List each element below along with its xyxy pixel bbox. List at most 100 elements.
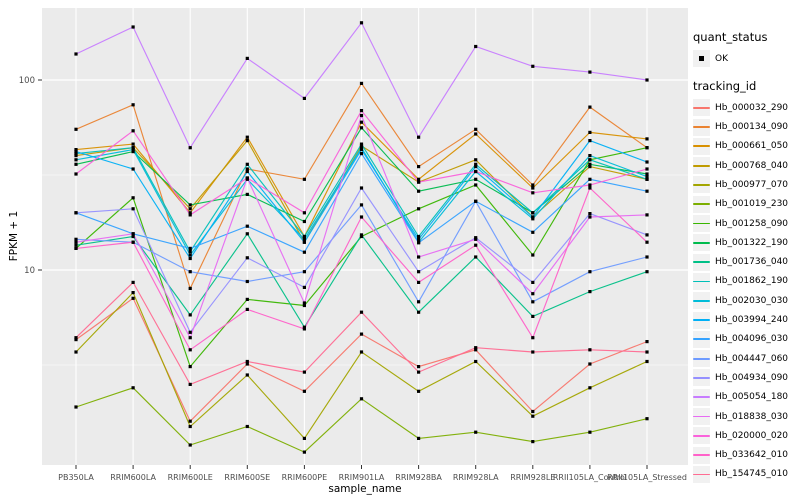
legend-color-line-icon [693,184,710,186]
data-point [302,436,306,440]
data-point [645,255,649,259]
data-point [645,189,649,193]
legend-item: Hb_000768_040 [693,157,799,175]
legend-item: Hb_001862_190 [693,272,799,290]
legend-key-box [693,369,710,387]
data-point [588,212,592,216]
data-point [588,183,592,187]
legend-key-box [693,427,710,445]
data-point [359,21,364,25]
legend-item: Hb_001322_190 [693,234,799,252]
legend-color-line-icon [693,280,710,283]
data-point [417,255,421,259]
data-point [531,280,535,284]
legend-item-label: Hb_002030_030 [715,295,789,306]
data-point [645,175,649,179]
data-point [417,237,421,241]
legend-key-box [693,292,710,310]
data-point [188,382,192,386]
data-point [359,152,364,156]
legend-key-box [693,215,710,233]
data-point [188,270,192,274]
legend-item-label: Hb_005054_180 [715,392,789,403]
data-point [131,196,135,200]
data-point [188,336,192,340]
data-point [645,270,649,274]
data-point [188,146,192,150]
legend-item: Hb_000032_290 [693,99,799,117]
data-point [588,348,592,352]
data-point [131,146,135,150]
data-point [588,430,592,434]
data-point [74,158,78,162]
data-point [531,414,535,418]
data-point [131,291,135,295]
data-point [302,303,306,308]
legend-color-line-icon [693,473,710,476]
chart-panel [42,8,688,465]
legend-item-label: Hb_004447_060 [715,353,789,364]
data-point [645,359,649,364]
data-point [474,165,478,169]
data-point [645,213,649,217]
legend-item: Hb_000977_070 [693,176,799,194]
data-point [359,203,364,207]
data-point [474,158,478,162]
legend-item-label: Hb_001258_090 [715,218,789,229]
data-point [188,207,192,211]
legend-item-label: Hb_000134_090 [715,122,789,133]
data-point [531,300,535,304]
data-point [302,219,306,224]
legend-item: Hb_000661_050 [693,137,799,155]
data-point [359,233,364,237]
data-point [474,169,478,174]
data-point [245,169,249,174]
legend-item: Hb_018838_030 [693,408,799,426]
legend-item-label: Hb_001019_230 [715,199,789,210]
x-tick-label: RRIM928LE [510,473,555,482]
data-point [74,172,78,176]
data-point [74,162,78,166]
data-point [131,232,135,236]
data-point [531,215,535,219]
data-point [131,103,135,107]
data-point [359,126,364,130]
data-point [417,365,421,369]
legend-key-box [693,195,710,213]
data-point [188,313,192,317]
legend-spacer [693,69,799,79]
data-point [531,409,535,414]
data-point [359,148,364,152]
data-point [245,424,249,429]
data-point [302,370,306,374]
data-point [74,154,78,158]
data-point [359,109,364,113]
legend-item: Hb_154745_010 [693,465,799,483]
data-point [417,280,421,284]
legend-item: Hb_033642_010 [693,446,799,464]
data-point [131,296,135,300]
data-point [474,127,478,131]
legend-key-box [693,50,710,67]
data-point [531,253,535,257]
data-point [359,146,364,150]
legend-key-box [693,311,710,329]
data-point [245,279,249,284]
legend-item-label: Hb_000977_070 [715,179,789,190]
data-point [417,270,421,274]
data-point [531,211,535,215]
data-point [474,348,478,352]
data-point [588,154,592,158]
data-point [74,237,78,241]
data-point [531,64,535,68]
data-point [131,129,135,133]
data-point [302,325,306,329]
data-point [74,336,78,340]
data-point [417,300,421,304]
data-point [359,120,364,124]
data-point [417,436,421,440]
legend-title-quant-status: quant_status [693,30,768,44]
legend-key-box [693,408,710,426]
data-point [188,443,192,447]
